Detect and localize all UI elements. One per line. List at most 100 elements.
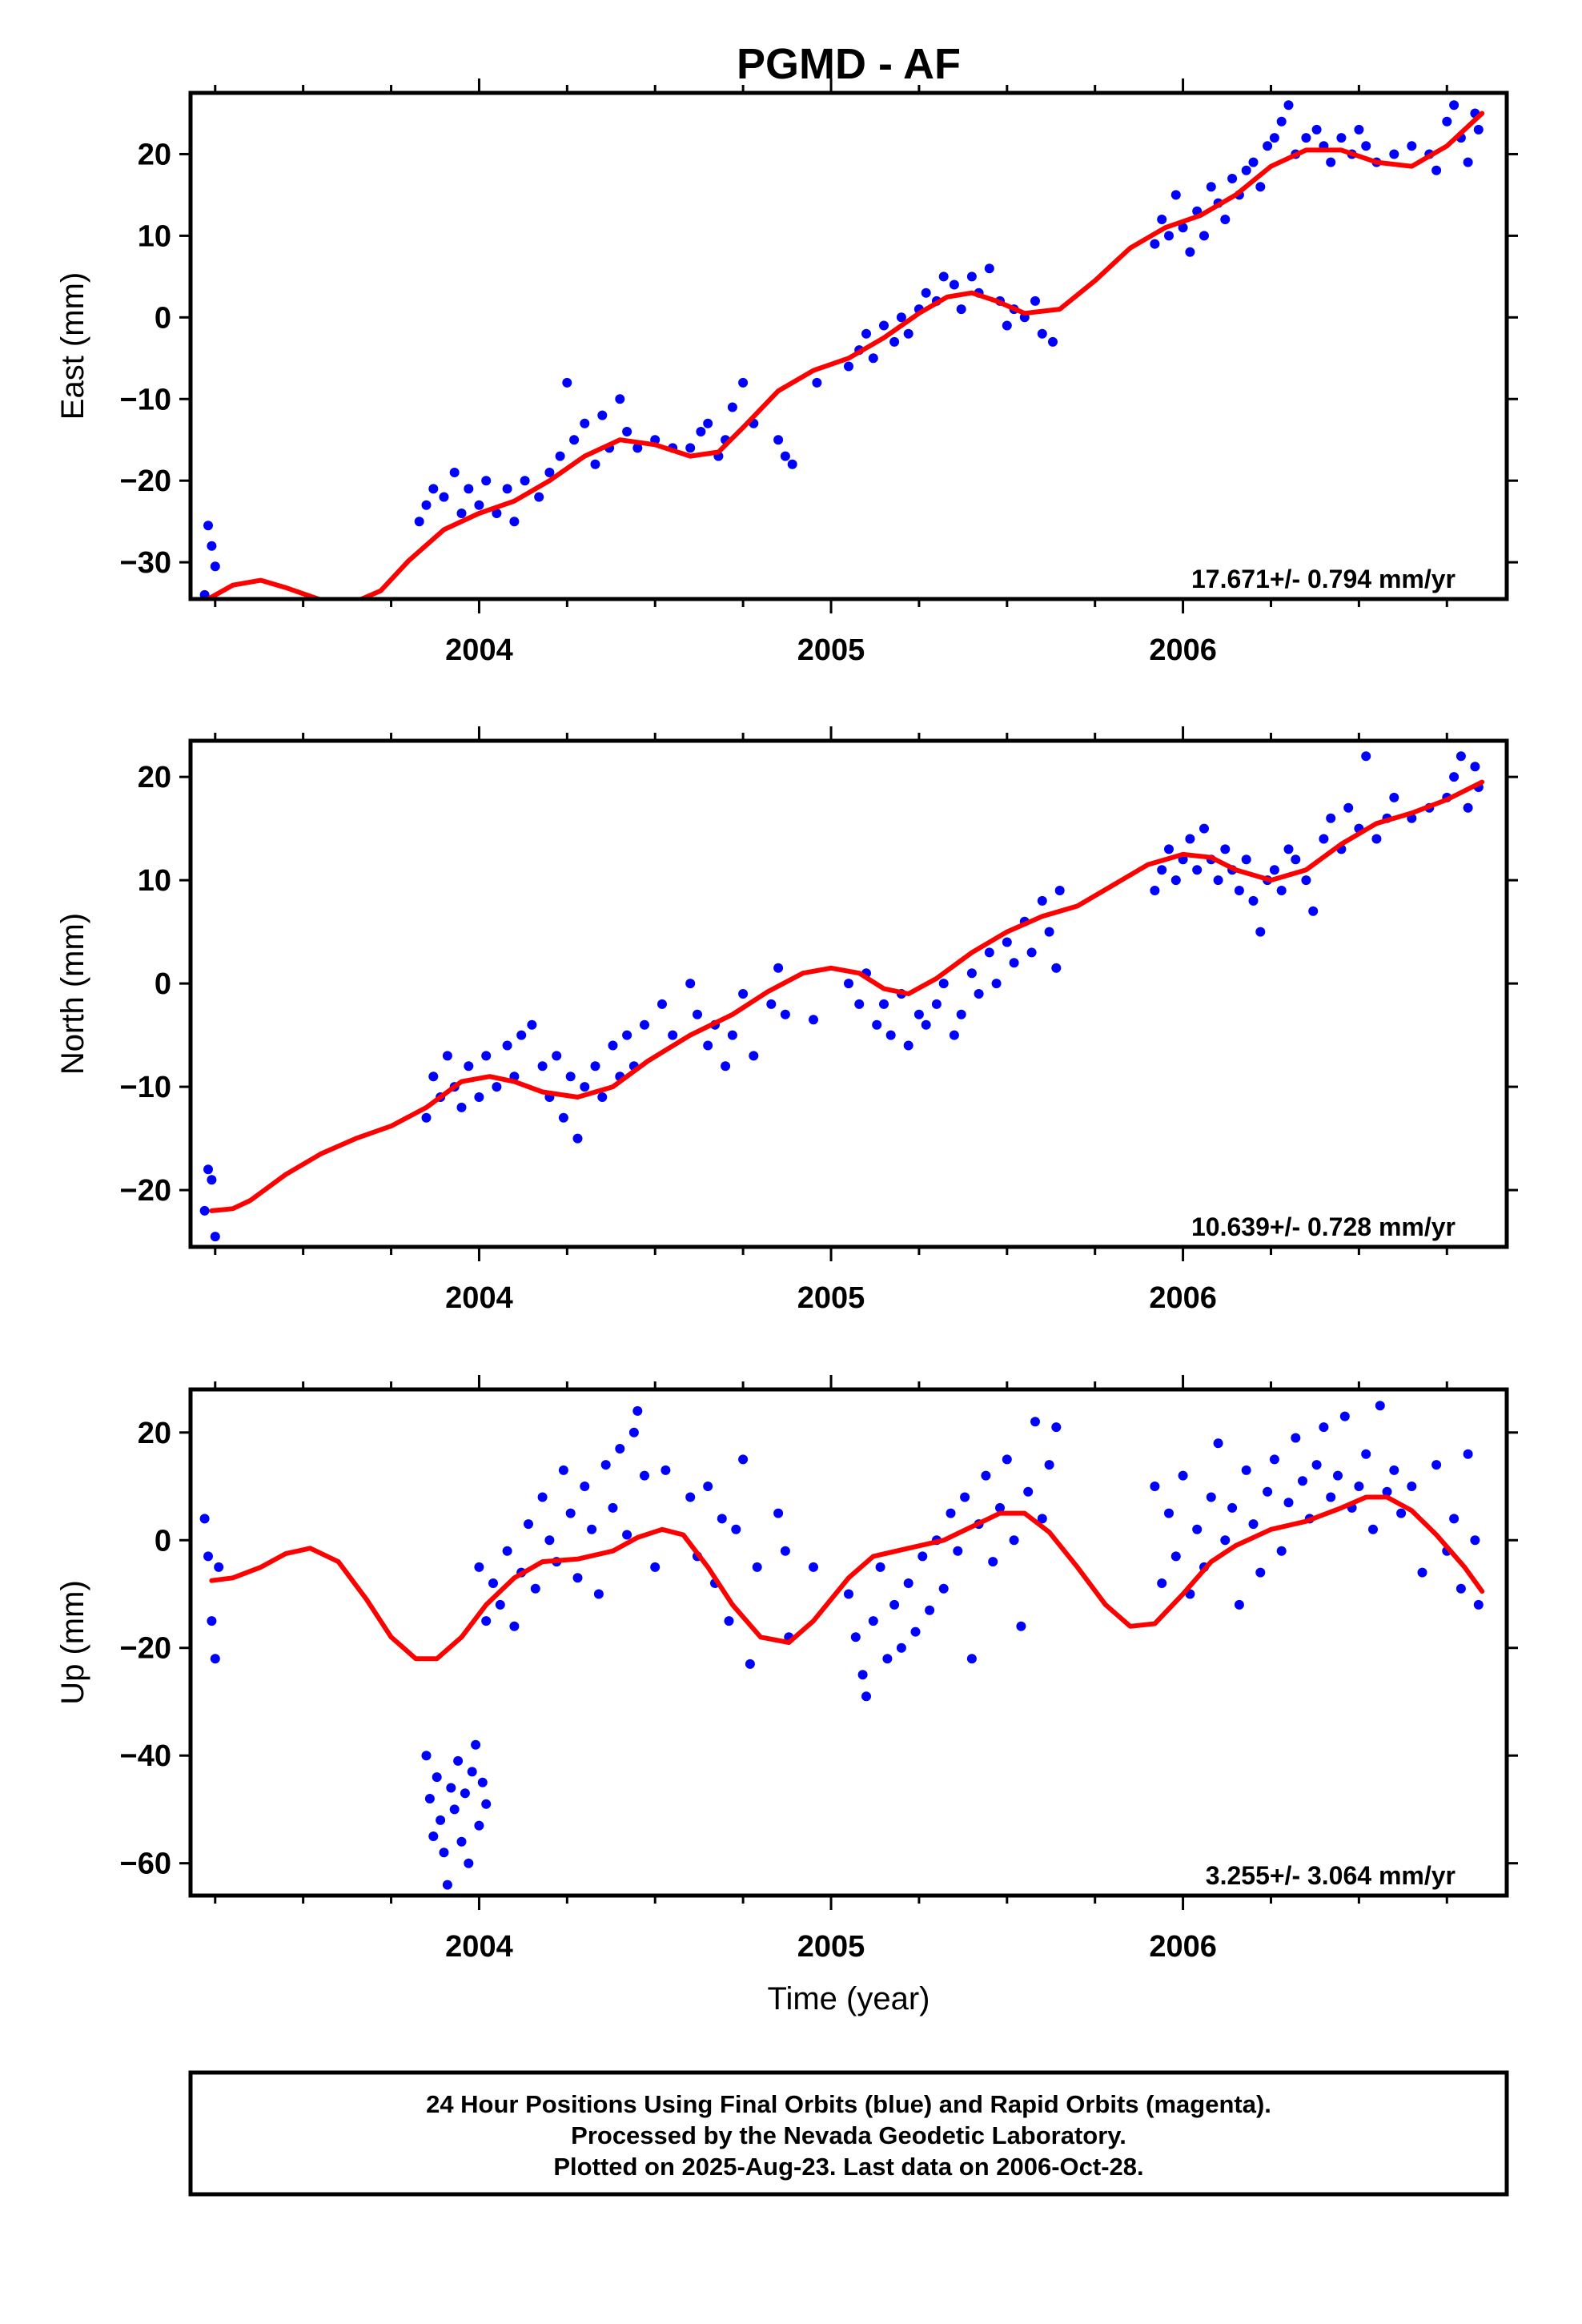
up-panel: −60 −40 −20 0 20 2004 2005 2006 Up (mm) Time (yea…: [55, 1375, 1518, 2016]
data-point: [1382, 1486, 1392, 1497]
data-point: [844, 361, 853, 372]
data-point: [731, 1524, 741, 1534]
data-point: [1178, 1470, 1188, 1481]
data-point: [481, 1799, 492, 1809]
data-point: [502, 484, 512, 494]
data-point: [1037, 895, 1047, 906]
data-point: [436, 1815, 446, 1825]
data-point: [1051, 963, 1062, 973]
data-point: [424, 1794, 435, 1803]
data-point: [685, 979, 696, 989]
data-point: [1319, 1422, 1329, 1433]
data-point: [1449, 100, 1460, 111]
data-point: [580, 1482, 590, 1491]
data-point: [1276, 116, 1287, 127]
data-point: [449, 1804, 460, 1815]
data-point: [1016, 1621, 1026, 1631]
rate-label-bg: [1159, 561, 1470, 596]
data-point: [558, 1465, 568, 1475]
data-point: [780, 1546, 790, 1556]
data-point: [1291, 854, 1301, 865]
x-tick-label: 2006: [1149, 1281, 1217, 1315]
data-point: [207, 1175, 217, 1185]
data-point: [885, 1030, 896, 1040]
data-point: [991, 979, 1002, 989]
data-point: [439, 492, 449, 502]
data-point: [474, 1820, 484, 1831]
data-point: [580, 1082, 590, 1092]
data-point: [495, 1599, 505, 1610]
data-point: [558, 1112, 568, 1123]
data-point: [703, 1040, 713, 1051]
data-point: [597, 1092, 608, 1102]
data-point: [1473, 124, 1484, 135]
data-point: [1276, 1546, 1287, 1556]
data-point: [938, 1583, 949, 1594]
data-point: [210, 561, 220, 572]
data-point: [882, 1654, 893, 1664]
x-tick-label: 2006: [1149, 633, 1217, 667]
data-point: [1311, 1460, 1322, 1470]
data-point: [464, 484, 474, 494]
data-point: [414, 517, 424, 527]
data-point: [949, 279, 959, 290]
data-point: [984, 263, 994, 274]
data-point: [1241, 165, 1251, 175]
y-tick-label: −60: [120, 1848, 171, 1881]
data-point: [428, 484, 439, 494]
data-point: [207, 1616, 217, 1626]
y-tick-label: −30: [120, 546, 171, 580]
data-point: [960, 1492, 970, 1502]
data-point: [703, 1482, 713, 1491]
footer-line-2: Processed by the Nevada Geodetic Laborat…: [571, 2121, 1126, 2149]
data-point: [1178, 223, 1188, 233]
y-tick-label: 0: [155, 967, 171, 1001]
data-point: [421, 500, 432, 510]
data-point: [421, 1112, 432, 1123]
data-point: [1407, 141, 1417, 151]
data-point: [896, 1642, 906, 1653]
data-point: [903, 1578, 913, 1588]
data-point: [872, 1019, 882, 1030]
data-points: [199, 1401, 1484, 1890]
data-point: [1255, 182, 1266, 192]
data-point: [1470, 1535, 1480, 1546]
data-point: [502, 1546, 512, 1556]
data-point: [844, 979, 853, 989]
data-point: [464, 1061, 474, 1072]
data-point: [946, 1508, 956, 1518]
data-point: [668, 1030, 678, 1040]
data-point: [1473, 1599, 1484, 1610]
data-point: [1030, 296, 1040, 306]
data-point: [456, 1102, 467, 1112]
data-point: [1150, 1482, 1160, 1491]
data-point: [1241, 1465, 1251, 1475]
data-point: [1164, 231, 1174, 241]
data-point: [530, 1583, 540, 1594]
data-point: [544, 468, 555, 477]
data-point: [632, 1405, 643, 1416]
data-point: [502, 1040, 512, 1051]
data-point: [1311, 124, 1322, 135]
data-point: [608, 1040, 618, 1051]
x-tick-label: 2004: [445, 1930, 513, 1964]
data-point: [1220, 1535, 1231, 1546]
data-point: [446, 1783, 456, 1793]
data-point: [752, 1562, 762, 1572]
data-point: [1269, 865, 1279, 875]
data-point: [516, 1030, 527, 1040]
y-axis-label: Up (mm): [55, 1580, 90, 1705]
data-point: [1291, 1433, 1301, 1443]
data-point: [1051, 1422, 1062, 1433]
data-point: [974, 989, 984, 999]
footer-line-3: Plotted on 2025-Aug-23. Last data on 200…: [553, 2153, 1143, 2181]
footer-box: 24 Hour Positions Using Final Orbits (bl…: [188, 2070, 1509, 2197]
data-point: [593, 1589, 604, 1599]
data-point: [650, 1562, 661, 1572]
data-point: [657, 999, 667, 1009]
fit-line: [209, 779, 1485, 1213]
data-point: [1048, 336, 1058, 347]
data-point: [1213, 875, 1223, 886]
data-point: [572, 1573, 583, 1583]
